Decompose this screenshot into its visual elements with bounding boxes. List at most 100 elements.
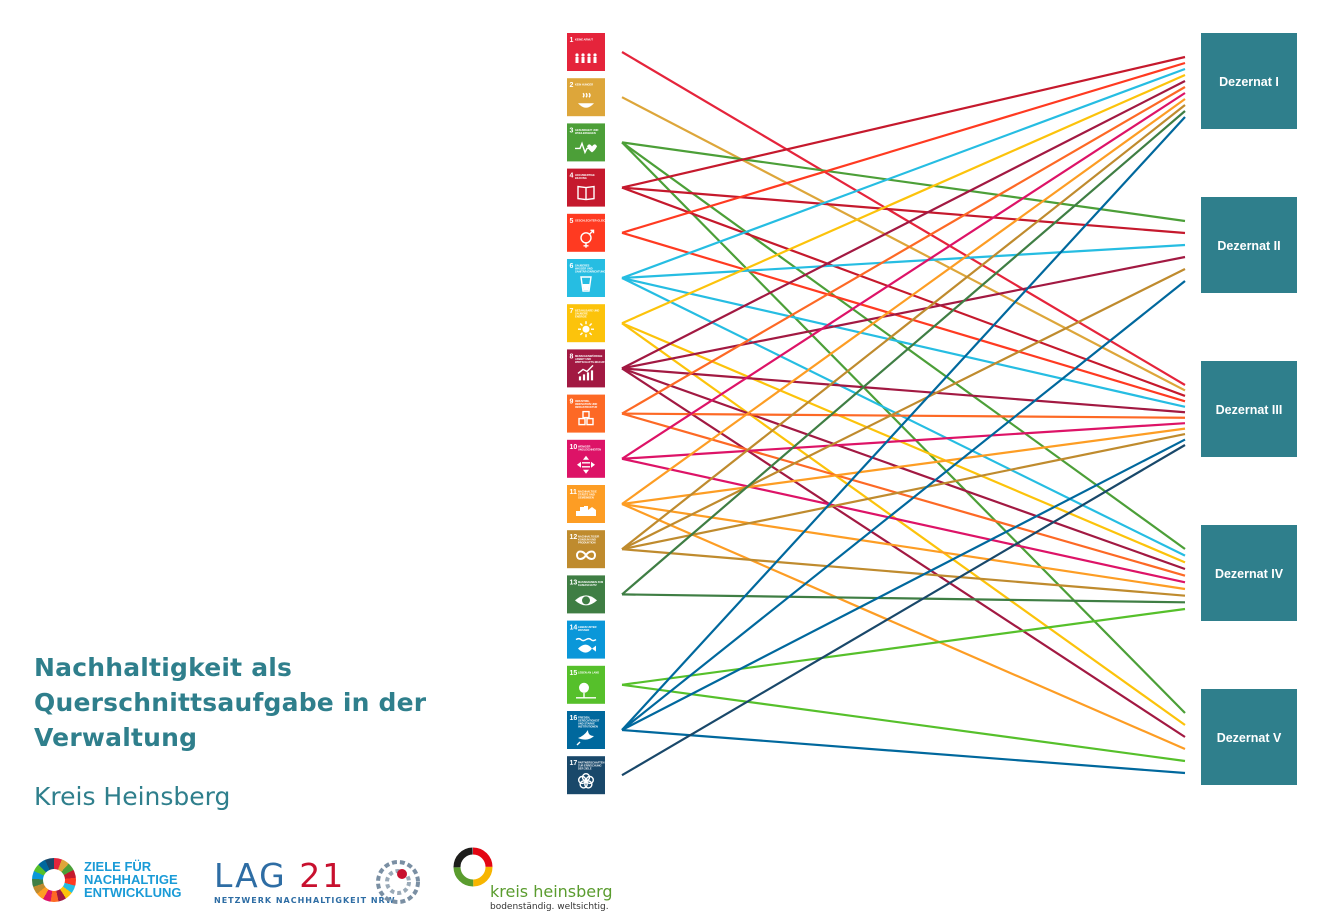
sdg-number: 17 bbox=[570, 760, 578, 767]
equality-icon bbox=[577, 455, 595, 474]
sdg-label: INDUSTRIE, INNOVATION UND INFRASTRUKTUR bbox=[575, 399, 597, 409]
sdg-label: MENSCHENWÜRDIGE ARBEIT UND WIRTSCHAFTS-WAC… bbox=[575, 353, 610, 364]
connection-line-sdg11-dezernat5 bbox=[621, 502, 1186, 751]
connection-line-sdg8-dezernat2 bbox=[621, 255, 1186, 370]
cubes-icon bbox=[578, 410, 594, 426]
connection-line-sdg3-dezernat4 bbox=[621, 141, 1186, 550]
kreis-heinsberg-logo: kreis heinsberg bodenständig. weltsichti… bbox=[450, 844, 640, 916]
lag21-subtitle: NETZWERK NACHHALTIGKEIT NRW bbox=[214, 896, 396, 905]
sdg-label: NACHHALTIGE/R KONSUM UND PRODUKTION bbox=[578, 535, 599, 545]
sdg-number: 10 bbox=[570, 444, 578, 451]
dezernat-label: Dezernat II bbox=[1217, 239, 1280, 253]
connection-line-sdg6-dezernat3 bbox=[621, 276, 1186, 408]
sdg-label: MASSNAHMEN ZUM KLIMASCHUTZ bbox=[578, 580, 603, 587]
dezernat-box-1: Dezernat I bbox=[1201, 33, 1297, 129]
sdg-number: 12 bbox=[570, 534, 578, 541]
connection-line-sdg7-dezernat1 bbox=[621, 73, 1186, 325]
connection-line-sdg11-dezernat3 bbox=[621, 427, 1186, 506]
sdg-number: 16 bbox=[570, 715, 578, 722]
sdg-number: 7 bbox=[570, 308, 574, 315]
eye-globe-icon bbox=[575, 595, 597, 606]
sdg-tile-4: 4 HOCHWERTIGE BILDUNG bbox=[567, 168, 605, 207]
connection-line-sdg3-dezernat5 bbox=[621, 141, 1186, 714]
partnership-ring-icon bbox=[577, 773, 595, 789]
sdg-label: GESUNDHEIT UND WOHLERGEHEN bbox=[575, 128, 598, 135]
logo-bar: ZIELE FÜR NACHHALTIGE ENTWICKLUNG LAG 21… bbox=[0, 840, 640, 920]
sdg-number: 8 bbox=[570, 353, 574, 360]
sdg-number: 1 bbox=[570, 37, 574, 44]
connection-line-sdg12-dezernat2 bbox=[621, 268, 1186, 551]
connection-line-sdg10-dezernat1 bbox=[621, 92, 1186, 460]
sdg-tile-3: 3 GESUNDHEIT UND WOHLERGEHEN bbox=[567, 123, 605, 162]
dezernat-label: Dezernat V bbox=[1217, 731, 1282, 745]
tree-icon bbox=[576, 682, 596, 699]
connection-line-sdg8-dezernat5 bbox=[621, 367, 1186, 738]
connection-line-sdg17-dezernat3 bbox=[621, 444, 1186, 777]
sdg-logo-text: ZIELE FÜR NACHHALTIGE ENTWICKLUNG bbox=[84, 859, 182, 900]
connection-line-sdg7-dezernat4 bbox=[621, 322, 1186, 564]
sdg-label: GESCHLECHTER-GLEICHHEIT bbox=[575, 218, 613, 222]
heartbeat-icon bbox=[575, 141, 597, 155]
sdg-tile-1: 1 KEINE ARMUT bbox=[567, 33, 605, 71]
globe-icon bbox=[376, 860, 420, 904]
kreis-heinsberg-name: kreis heinsberg bbox=[490, 882, 613, 901]
sdg-logo: ZIELE FÜR NACHHALTIGE ENTWICKLUNG bbox=[32, 858, 192, 908]
dezernat-box-4: Dezernat IV bbox=[1201, 525, 1297, 621]
sdg-tile-8: 8 MENSCHENWÜRDIGE ARBEIT UND WIRTSCHAFTS-WA… bbox=[567, 349, 610, 388]
connection-line-sdg9-dezernat4 bbox=[621, 412, 1186, 577]
connection-line-sdg15-dezernat5 bbox=[621, 683, 1186, 763]
sdg-label: PARTNERSCHAFTEN ZUR ERREICHUNG DER ZIELE bbox=[578, 761, 605, 771]
sdg-tile-11: 11 NACHHALTIGE STÄDTE UND GEMEINDEN bbox=[567, 485, 605, 523]
sdg-tile-5: 5 GESCHLECHTER-GLEICHHEIT bbox=[567, 213, 613, 252]
connection-line-sdg16-dezernat1 bbox=[621, 116, 1186, 731]
sdg-number: 4 bbox=[570, 173, 574, 180]
connection-line-sdg13-dezernat1 bbox=[621, 110, 1186, 596]
connection-line-sdg10-dezernat4 bbox=[621, 457, 1186, 584]
sdg-tile-6: 6 SAUBERES WASSER UND SANITÄR-EINRICHTUNGEN bbox=[567, 259, 609, 297]
book-icon bbox=[577, 185, 595, 201]
sdg-tile-16: 16 FRIEDEN, GERECHTIGKEIT UND STARKE INSTITU… bbox=[567, 711, 605, 749]
sdg-number: 11 bbox=[570, 489, 578, 496]
sdg-tile-17: 17 PARTNERSCHAFTEN ZUR ERREICHUNG DER ZIELE bbox=[567, 756, 605, 795]
sdg-label: SAUBERES WASSER UND SANITÄR-EINRICHTUNGEN bbox=[575, 264, 609, 274]
sdg-number: 14 bbox=[570, 625, 578, 632]
gender-icon bbox=[580, 229, 595, 248]
growth-chart-icon bbox=[577, 364, 594, 381]
connection-line-sdg12-dezernat3 bbox=[621, 433, 1186, 551]
connection-line-sdg5-dezernat3 bbox=[621, 231, 1186, 403]
sdg-label: FRIEDEN, GERECHTIGKEIT UND STARKE INSTITUTI… bbox=[578, 716, 600, 729]
sdg-number: 5 bbox=[570, 218, 574, 225]
connection-line-sdg8-dezernat1 bbox=[621, 80, 1186, 370]
sdg-label: BEZAHLBARE UND SAUBERE ENERGIE bbox=[575, 309, 599, 319]
sdg-number: 6 bbox=[570, 263, 574, 270]
sdg-tile-9: 9 INDUSTRIE, INNOVATION UND INFRASTRUKTUR bbox=[567, 394, 605, 433]
sdg-tile-15: 15 LEBEN AN LAND bbox=[567, 665, 605, 704]
sdg-tiles: 1 KEINE ARMUT 2 KEIN HUNGER 3 GESUNDHEIT UND W… bbox=[567, 33, 613, 795]
connection-line-sdg11-dezernat1 bbox=[621, 98, 1186, 505]
lag21-main-text: LAG bbox=[214, 856, 287, 895]
connection-line-sdg1-dezernat3 bbox=[621, 51, 1186, 386]
connection-line-sdg16-dezernat2 bbox=[621, 280, 1186, 731]
fish-icon bbox=[575, 637, 597, 653]
page-title: Nachhaltigkeit als Querschnittsaufgabe i… bbox=[34, 653, 427, 752]
sdg-label: HOCHWERTIGE BILDUNG bbox=[575, 173, 595, 180]
colorful-ring-icon bbox=[453, 847, 493, 887]
sdg-label: KEIN HUNGER bbox=[575, 83, 593, 87]
sdg-label: NACHHALTIGE STÄDTE UND GEMEINDEN bbox=[578, 490, 597, 500]
connection-line-sdg12-dezernat4 bbox=[621, 548, 1186, 597]
connection-line-sdg2-dezernat3 bbox=[621, 96, 1186, 392]
sdg-tile-10: 10 WENIGER UNGLEICHHEITEN bbox=[567, 439, 605, 478]
sdg-tile-14: 14 LEBEN UNTER WASSER bbox=[567, 620, 605, 659]
kreis-heinsberg-slogan: bodenständig. weltsichtig. bbox=[490, 902, 609, 912]
dezernat-label: Dezernat IV bbox=[1215, 567, 1284, 581]
connection-line-sdg8-dezernat4 bbox=[621, 367, 1186, 571]
sdg-tile-2: 2 KEIN HUNGER bbox=[567, 78, 605, 117]
connection-line-sdg9-dezernat3 bbox=[621, 412, 1186, 419]
connection-line-sdg13-dezernat4 bbox=[621, 593, 1186, 604]
connection-line-sdg15-dezernat4 bbox=[621, 607, 1186, 686]
dezernat-box-3: Dezernat III bbox=[1201, 361, 1297, 457]
sdg-label: WENIGER UNGLEICHHEITEN bbox=[578, 444, 601, 451]
sdg-label: LEBEN AN LAND bbox=[578, 670, 599, 674]
dezernat-label: Dezernat I bbox=[1219, 75, 1279, 89]
water-glass-icon bbox=[580, 276, 592, 292]
